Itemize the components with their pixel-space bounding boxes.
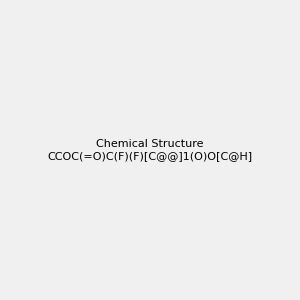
Text: Chemical Structure
CCOC(=O)C(F)(F)[C@@]1(O)O[C@H]: Chemical Structure CCOC(=O)C(F)(F)[C@@]1…	[47, 139, 253, 161]
